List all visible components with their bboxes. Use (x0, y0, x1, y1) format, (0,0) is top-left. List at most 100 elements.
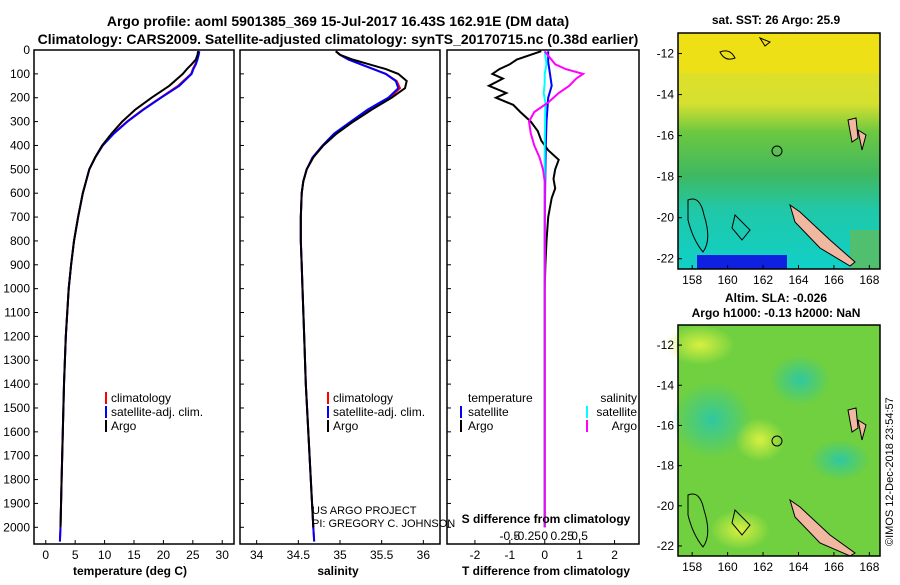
series-t-argo (486, 50, 560, 528)
x-tick-label: -2 (470, 548, 481, 562)
series-climatology (58, 51, 200, 542)
depth-axis: 0 100 200 300 400 500 600 700 800 900 1000 1100 1200… (3, 43, 451, 534)
depth-tick-label: 400 (10, 138, 30, 152)
map-lon-label: 162 (753, 273, 773, 287)
sla-low-3 (810, 440, 870, 480)
temperature-series (58, 51, 201, 542)
sla-coast-1 (687, 493, 709, 548)
sst-warm-band (678, 33, 880, 73)
map-lat-label: -18 (657, 459, 675, 473)
sst-map (677, 32, 881, 270)
map-lon-label: 162 (753, 560, 773, 574)
difference-panel (446, 49, 640, 545)
difference-xlabel: T difference from climatology (462, 564, 630, 578)
sla-vanuatu (847, 407, 867, 441)
sst-map-frame (677, 32, 881, 270)
salinity-panel (239, 49, 441, 545)
legend-clim-label: climatology (111, 391, 171, 405)
sla-map (665, 324, 881, 557)
x-tick-label: 15 (127, 548, 141, 562)
title-line-2: Climatology: CARS2009. Satellite-adjuste… (38, 31, 639, 47)
sla-high-2 (735, 418, 785, 462)
x-tick-label: 2 (611, 548, 618, 562)
s-x-tick-label: -0.25 (514, 529, 542, 543)
salinity-xlabel: salinity (317, 564, 359, 578)
sla-map-axes: -12 -14 -16 -18 -20 -22 158 160 162 164 166 168 (657, 338, 880, 574)
depth-tick-label: 1300 (3, 353, 30, 367)
sst-coast-1 (687, 198, 709, 253)
depth-tick-label: 1000 (3, 282, 30, 296)
legend-clim-label: climatology (333, 391, 393, 405)
temperature-xlabel: temperature (deg C) (73, 564, 187, 578)
salinity-x-axis: 34 34.5 35 35.5 36 (250, 540, 430, 562)
difference-legend: temperature satellite Argo salinity sate… (460, 391, 637, 433)
difference-xlabel-top: S difference from climatology (462, 512, 631, 526)
series-satellite-adj-clim (58, 51, 201, 542)
sla-map-title-2: Argo h1000: -0.13 h2000: NaN (692, 306, 861, 320)
sla-map-title-1: Altim. SLA: -0.026 (725, 291, 827, 305)
x-tick-label: 35.5 (370, 548, 394, 562)
map-lon-label: 160 (718, 560, 738, 574)
map-lat-label: -12 (657, 338, 675, 352)
map-lon-label: 158 (682, 273, 702, 287)
depth-tick-label: 100 (10, 67, 30, 81)
depth-tick-label: 0 (23, 43, 30, 57)
depth-tick-label: 200 (10, 91, 30, 105)
map-lat-label: -14 (657, 88, 675, 102)
sst-cold-patch (697, 255, 787, 269)
s-x-tick-label: 0.25 (551, 529, 575, 543)
depth-tick-label: 1100 (4, 306, 30, 320)
map-lon-label: 166 (824, 560, 844, 574)
difference-x-axis: -2 -1 0 1 2-0.5-0.25 0 0.250.5 (470, 529, 619, 562)
map-lon-label: 168 (859, 560, 879, 574)
sla-high-3 (710, 510, 770, 550)
x-tick-label: 25 (186, 548, 200, 562)
map-lat-label: -22 (657, 252, 675, 266)
x-tick-label: 30 (216, 548, 230, 562)
depth-tick-label: 1600 (3, 425, 30, 439)
x-tick-label: 35 (333, 548, 347, 562)
temperature-x-axis: 0 5 10 15 20 25 30 (42, 540, 229, 562)
map-lat-label: -16 (657, 418, 675, 432)
map-lat-label: -14 (657, 378, 675, 392)
legend-salinity-title: salinity (600, 391, 637, 405)
salinity-legend: climatology satellite-adj. clim. Argo (327, 391, 425, 433)
sla-high-1 (665, 325, 735, 365)
sst-vanuatu (847, 117, 867, 151)
legend-temperature-title: temperature (468, 391, 533, 405)
sst-reefs (719, 36, 771, 60)
map-lon-label: 168 (859, 273, 879, 287)
s-x-tick-label: 0.5 (571, 529, 588, 543)
depth-tick-label: 900 (10, 258, 30, 272)
sla-new-caledonia (789, 498, 856, 557)
map-lon-label: 160 (718, 273, 738, 287)
temperature-legend: climatology satellite-adj. clim. Argo (105, 391, 203, 433)
depth-tick-label: 1400 (3, 377, 30, 391)
map-lon-label: 158 (682, 560, 702, 574)
map-lat-label: -16 (657, 129, 675, 143)
x-tick-label: 34 (250, 548, 264, 562)
depth-tick-label: 2000 (3, 520, 30, 534)
map-lat-label: -20 (657, 211, 675, 225)
depth-tick-label: 700 (10, 210, 30, 224)
x-tick-label: -1 (505, 548, 516, 562)
sst-coast-2 (731, 214, 751, 241)
map-lon-label: 164 (788, 273, 808, 287)
depth-tick-label: 300 (10, 115, 30, 129)
credit-line-2: PI: GREGORY C. JOHNSON (312, 518, 455, 530)
difference-series (486, 50, 586, 528)
sla-low-1 (672, 382, 752, 458)
map-lat-label: -22 (657, 539, 675, 553)
map-lat-label: -12 (657, 47, 675, 61)
sst-new-caledonia (789, 203, 856, 267)
x-tick-label: 36 (417, 548, 431, 562)
x-tick-label: 0 (541, 548, 548, 562)
legend-t-argo-label: Argo (468, 419, 494, 433)
depth-tick-label: 1700 (3, 449, 30, 463)
depth-tick-label: 1900 (3, 496, 30, 510)
depth-tick-label: 600 (10, 186, 30, 200)
sla-map-frame (677, 324, 881, 557)
sst-patch (850, 230, 880, 269)
depth-tick-label: 1200 (3, 329, 30, 343)
